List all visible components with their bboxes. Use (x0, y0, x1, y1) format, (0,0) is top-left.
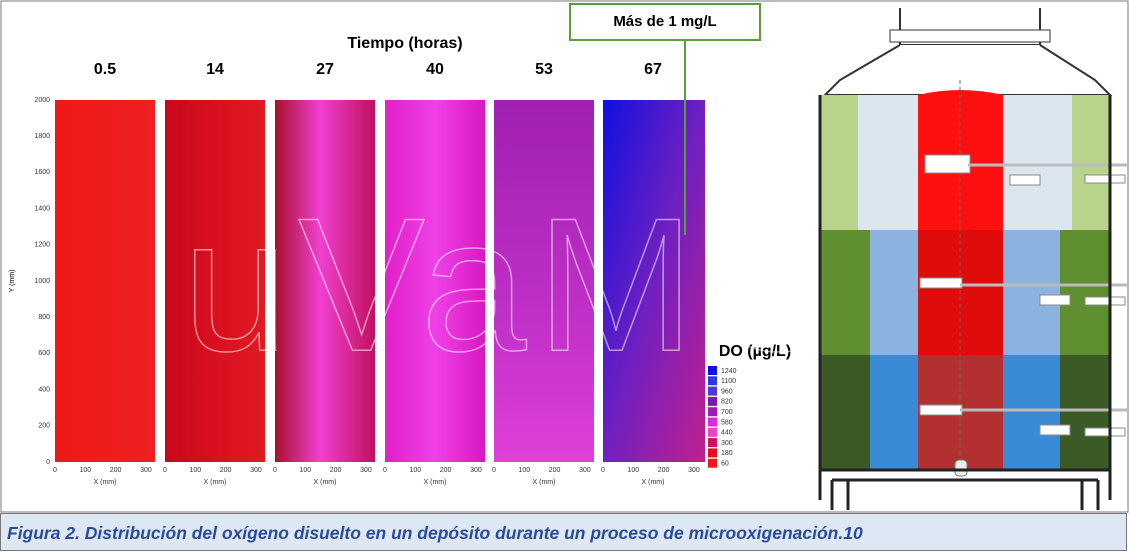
legend-swatch (708, 418, 717, 427)
x-tick-label: 0 (492, 467, 496, 474)
x-tick-label: 100 (299, 467, 311, 474)
y-tick-label: 200 (38, 423, 50, 430)
y-tick-label: 0 (46, 459, 50, 466)
legend-swatch (708, 387, 717, 396)
x-tick-label: 200 (110, 467, 122, 474)
panel (55, 100, 155, 462)
x-axis-label: X (mm) (314, 479, 337, 486)
x-tick-label: 100 (627, 467, 639, 474)
x-tick-label: 300 (140, 467, 152, 474)
callout: Más de 1 mg/L (613, 13, 716, 30)
legend-label: 960 (721, 388, 733, 395)
x-tick-label: 200 (220, 467, 232, 474)
legend-swatch (708, 366, 717, 375)
x-tick-label: 300 (579, 467, 591, 474)
x-tick-label: 300 (360, 467, 372, 474)
x-tick-label: 0 (601, 467, 605, 474)
time-label: 14 (206, 61, 224, 78)
y-tick-label: 1400 (34, 205, 50, 212)
x-tick-label: 0 (273, 467, 277, 474)
legend-swatch (708, 428, 717, 437)
y-tick-label: 1600 (34, 169, 50, 176)
x-axis-label: X (mm) (204, 479, 227, 486)
y-tick-label: 2000 (34, 97, 50, 104)
y-axis-label: Y (mm) (9, 270, 16, 293)
tank-diagram (820, 8, 1128, 510)
x-tick-label: 0 (53, 467, 57, 474)
x-tick-label: 300 (470, 467, 482, 474)
x-tick-label: 300 (688, 467, 700, 474)
y-tick-label: 1800 (34, 133, 50, 140)
x-axis-label: X (mm) (94, 479, 117, 486)
y-tick-label: 400 (38, 386, 50, 393)
x-tick-label: 200 (549, 467, 561, 474)
legend-swatch (708, 397, 717, 406)
time-label: 0.5 (94, 61, 116, 78)
time-label: 67 (644, 61, 662, 78)
y-tick-label: 600 (38, 350, 50, 357)
page: Tiempo (horas) Más de 1 mg/L Y (mm) DO (… (0, 0, 1129, 553)
legend-swatch (708, 459, 717, 468)
legend-swatch (708, 438, 717, 447)
x-tick-label: 100 (189, 467, 201, 474)
x-tick-label: 200 (658, 467, 670, 474)
legend-swatch (708, 448, 717, 457)
x-tick-label: 100 (518, 467, 530, 474)
legend-label: 60 (721, 461, 729, 468)
x-tick-label: 100 (79, 467, 91, 474)
legend-label: 1240 (721, 368, 737, 375)
x-axis-label: X (mm) (533, 479, 556, 486)
x-axis-label: X (mm) (642, 479, 665, 486)
legend-swatch (708, 407, 717, 416)
legend-label: 700 (721, 409, 733, 416)
time-label: 27 (316, 61, 334, 78)
figure: Tiempo (horas) Más de 1 mg/L Y (mm) DO (… (0, 0, 1129, 513)
legend-label: 580 (721, 419, 733, 426)
y-tick-label: 800 (38, 314, 50, 321)
legend-label: 1100 (721, 378, 736, 385)
time-label: 53 (535, 61, 553, 78)
y-tick-label: 1200 (34, 242, 50, 249)
x-tick-label: 100 (409, 467, 421, 474)
legend-swatch (708, 376, 717, 385)
legend-label: 180 (721, 450, 733, 457)
x-tick-label: 0 (163, 467, 167, 474)
time-label: 40 (426, 61, 444, 78)
y-tick-label: 1000 (34, 278, 50, 285)
x-axis-label: X (mm) (424, 479, 447, 486)
x-tick-label: 200 (330, 467, 342, 474)
legend-label: 300 (721, 440, 733, 447)
legend-label: 820 (721, 399, 733, 406)
x-tick-label: 300 (250, 467, 262, 474)
legend-label: 440 (721, 430, 733, 437)
time-axis-title: Tiempo (horas) (347, 35, 462, 52)
x-tick-label: 0 (383, 467, 387, 474)
caption: Figura 2. Distribución del oxígeno disue… (0, 513, 1127, 551)
x-tick-label: 200 (440, 467, 452, 474)
